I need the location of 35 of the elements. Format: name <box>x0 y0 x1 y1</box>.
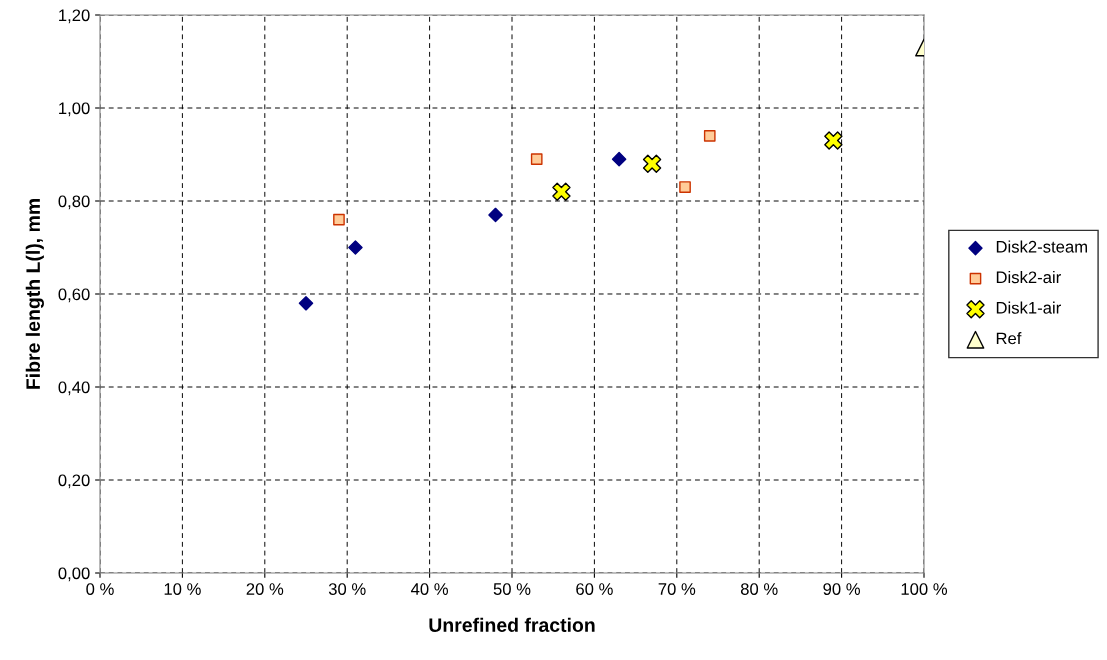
y-tick-label: 0,20 <box>58 474 90 489</box>
legend-label: Ref <box>996 332 1022 345</box>
point <box>824 131 843 150</box>
x-tick-label: 80 % <box>740 583 778 595</box>
y-tick-label: 0,60 <box>58 288 90 303</box>
legend-label: Disk1-air <box>996 301 1061 314</box>
y-tick-label: 1,20 <box>59 9 90 24</box>
legend-label: Disk2-steam <box>996 240 1087 253</box>
point <box>703 130 716 142</box>
point <box>488 207 503 223</box>
y-tick-label: 0,80 <box>58 195 90 210</box>
point <box>333 213 345 226</box>
x-tick-label: 90 % <box>823 583 860 595</box>
x-tick-label: 50 % <box>493 583 531 595</box>
x-tick-label: 0 % <box>86 583 114 595</box>
point <box>298 296 314 311</box>
legend-label: Disk2-air <box>996 270 1061 284</box>
point <box>552 182 571 201</box>
y-tick-label: 1,00 <box>59 102 90 117</box>
point <box>642 154 662 174</box>
x-tick-label: 20 % <box>246 583 284 595</box>
x-tick-label: 10 % <box>164 583 201 595</box>
y-axis-title: Fibre length L(l), mm <box>25 199 44 389</box>
x-tick-label: 30 % <box>328 583 366 595</box>
y-tick-label: 0,40 <box>58 381 90 396</box>
x-tick-label: 60 % <box>576 583 613 595</box>
point <box>679 181 691 193</box>
x-tick-label: 100 % <box>901 583 948 595</box>
y-tick-label: 0,00 <box>58 567 90 582</box>
x-axis-title: Unrefined fraction <box>429 617 595 632</box>
point <box>348 240 363 255</box>
point <box>611 151 627 167</box>
x-tick-label: 70 % <box>658 583 696 595</box>
point <box>530 153 543 165</box>
x-tick-label: 40 % <box>410 583 448 595</box>
